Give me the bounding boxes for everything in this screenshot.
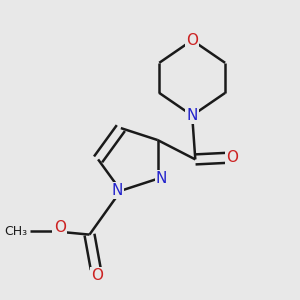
Text: O: O xyxy=(186,33,198,48)
Text: O: O xyxy=(226,150,238,165)
Text: N: N xyxy=(187,108,198,123)
Text: N: N xyxy=(156,171,167,186)
Text: O: O xyxy=(91,268,103,283)
Text: N: N xyxy=(111,183,123,198)
Text: CH₃: CH₃ xyxy=(4,225,27,238)
Text: O: O xyxy=(54,220,66,235)
